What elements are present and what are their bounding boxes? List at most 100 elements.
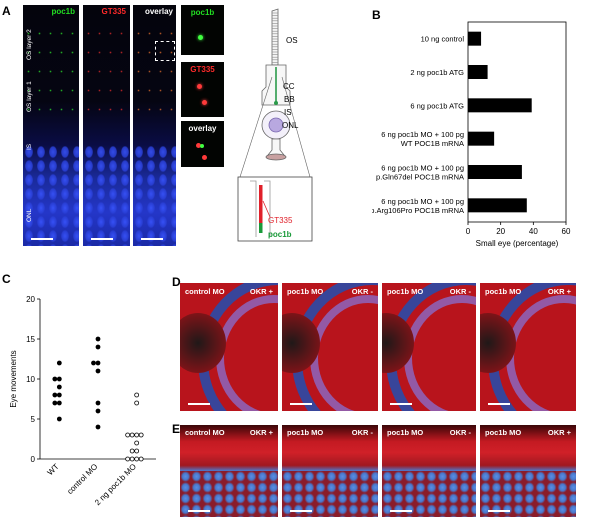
bar — [468, 65, 488, 79]
category-label: WT POC1B mRNA — [401, 139, 464, 148]
retina-e-3-okr: OKR - — [449, 428, 471, 437]
zoom-overlay: overlay — [181, 121, 224, 167]
y-tick-label: 20 — [26, 295, 35, 304]
data-point — [95, 368, 101, 374]
layer-label-is: IS — [26, 143, 33, 150]
channel-title-poc1b: poc1b — [51, 7, 75, 16]
category-label: 10 ng control — [421, 35, 465, 44]
y-tick-label: 0 — [31, 455, 36, 464]
panel-label-d: D — [172, 275, 181, 289]
retina-d-4-label: poc1b MO — [485, 287, 522, 296]
zoom-label-gt335: GT335 — [190, 65, 215, 74]
data-point — [138, 456, 144, 462]
x-axis-label: Small eye (percentage) — [476, 239, 559, 248]
retina-e-3: poc1b MO OKR - — [382, 425, 476, 517]
retina-e-1-okr: OKR + — [249, 428, 273, 437]
label-os: OS — [286, 36, 298, 45]
data-point — [95, 344, 101, 350]
y-tick-label: 5 — [31, 415, 36, 424]
scale-bar — [91, 238, 113, 240]
category-label: control MO — [65, 462, 99, 496]
zoom-poc1b: poc1b — [181, 5, 224, 55]
retina-d-2-label: poc1b MO — [287, 287, 324, 296]
panel-label-c: C — [2, 272, 11, 286]
category-label: 6 ng poc1b ATG — [410, 101, 464, 110]
label-bb: BB — [284, 95, 295, 104]
data-point — [52, 376, 58, 382]
label-cc: CC — [283, 82, 295, 91]
retina-e-4-label: poc1b MO — [485, 428, 522, 437]
bar — [468, 98, 532, 113]
data-point — [95, 360, 101, 366]
panel-label-e: E — [172, 422, 181, 436]
data-point — [134, 440, 140, 446]
retina-d-3: poc1b MO OKR - — [382, 283, 476, 411]
label-is: IS — [284, 108, 292, 117]
retina-d-1: control MO OKR + — [180, 283, 278, 411]
data-point — [56, 384, 62, 390]
data-point — [95, 336, 101, 342]
scale-bar — [141, 238, 163, 240]
retina-d-1-okr: OKR + — [249, 287, 273, 296]
retina-e-2-label: poc1b MO — [287, 428, 324, 437]
x-tick-label: 20 — [496, 227, 505, 236]
data-point — [129, 456, 135, 462]
category-label: p.Gln67del POC1B mRNA — [376, 173, 464, 182]
data-point — [56, 376, 62, 382]
data-point — [56, 416, 62, 422]
y-tick-label: 15 — [26, 335, 35, 344]
data-point — [125, 456, 131, 462]
retina-d-4-okr: OKR + — [547, 287, 571, 296]
data-point — [95, 424, 101, 430]
micrograph-poc1b: poc1b — [23, 5, 79, 246]
retina-d-3-label: poc1b MO — [387, 287, 424, 296]
photoreceptor-schematic — [237, 8, 313, 242]
zoom-region-box — [155, 41, 175, 61]
channel-title-overlay: overlay — [144, 7, 173, 16]
data-point — [125, 432, 131, 438]
data-point — [129, 448, 135, 454]
retina-e-3-label: poc1b MO — [387, 428, 424, 437]
data-point — [95, 408, 101, 414]
scale-bar — [31, 238, 53, 240]
category-label: p.Arg106Pro POC1B mRNA — [372, 206, 464, 215]
data-point — [138, 432, 144, 438]
scale-bar — [390, 403, 412, 405]
data-point — [56, 360, 62, 366]
bar-chart-small-eye: 10 ng control 2 ng poc1b ATG 6 ng poc1b AT… — [372, 21, 571, 248]
layer-label-os2: OS layer 2 — [26, 29, 33, 60]
retina-e-2: poc1b MO OKR - — [282, 425, 378, 517]
scatter-eye-movements: 0 5 10 15 20 Eye movements WT control MO2 ng po… — [9, 295, 156, 507]
scale-bar — [188, 403, 210, 405]
category-label: 2 ng poc1b MO — [93, 462, 138, 507]
layer-label-os1: OS layer 1 — [26, 81, 33, 112]
scale-bar — [488, 510, 510, 512]
bar — [468, 131, 495, 146]
retina-d-3-okr: OKR - — [449, 287, 471, 296]
y-axis-label: Eye movements — [9, 350, 18, 407]
data-point — [134, 456, 140, 462]
retina-e-4: poc1b MO OKR + — [480, 425, 576, 517]
bar — [468, 165, 522, 179]
bar — [468, 31, 482, 46]
retina-d-2: poc1b MO OKR - — [282, 283, 378, 411]
retina-e-1: control MO OKR + — [180, 425, 278, 517]
category-label: 6 ng poc1b MO + 100 pg — [381, 164, 464, 173]
plot-frame — [467, 21, 567, 223]
data-point — [134, 448, 140, 454]
category-label: 6 ng poc1b MO + 100 pg — [381, 130, 464, 139]
retina-e-2-okr: OKR - — [351, 428, 373, 437]
zoom-gt335: GT335 — [181, 62, 224, 117]
retina-d-1-label: control MO — [185, 287, 225, 296]
retina-e-1-label: control MO — [185, 428, 225, 437]
data-point — [91, 360, 96, 366]
scale-bar — [390, 510, 412, 512]
category-label: 2 ng poc1b ATG — [410, 68, 464, 77]
data-point — [52, 392, 58, 398]
channel-title-gt335: GT335 — [101, 7, 126, 16]
scale-bar — [290, 510, 312, 512]
inset-label-poc1b: poc1b — [268, 230, 292, 239]
category-label: 6 ng poc1b MO + 100 pg — [381, 197, 464, 206]
data-point — [52, 400, 58, 406]
zoom-label-poc1b: poc1b — [190, 8, 215, 17]
